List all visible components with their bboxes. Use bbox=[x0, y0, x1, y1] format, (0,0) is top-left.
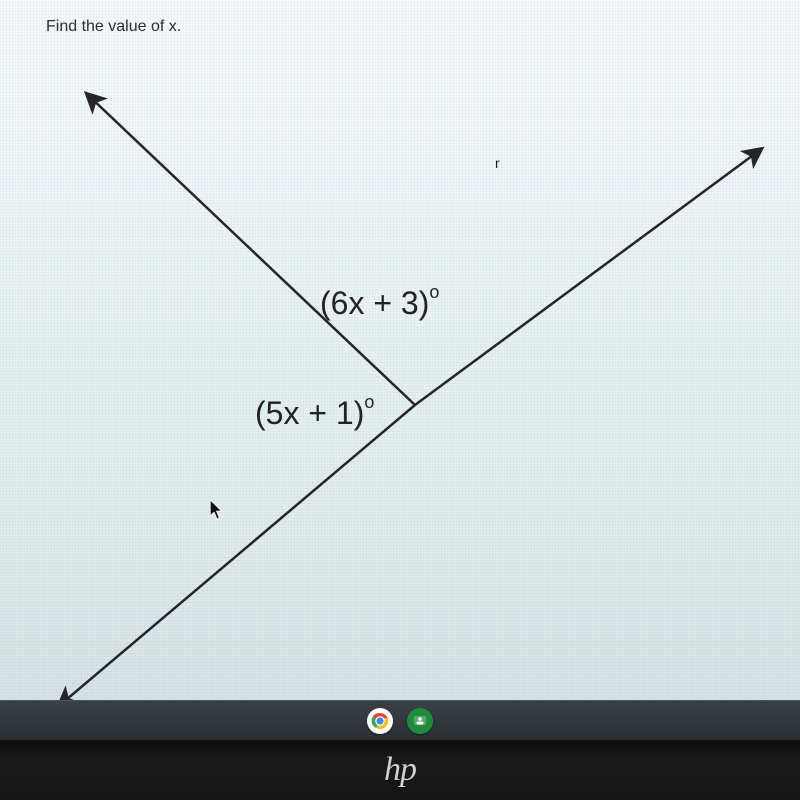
classroom-icon[interactable] bbox=[407, 708, 433, 734]
degree-symbol: o bbox=[364, 392, 374, 412]
angle-label-2: (5x + 1)o bbox=[255, 395, 374, 432]
laptop-bezel: hp bbox=[0, 740, 800, 800]
angle-label-1: (6x + 3)o bbox=[320, 285, 439, 322]
mouse-cursor bbox=[210, 500, 224, 520]
taskbar[interactable] bbox=[0, 700, 800, 740]
ray-upper-left bbox=[88, 95, 415, 405]
chrome-icon[interactable] bbox=[367, 708, 393, 734]
degree-symbol: o bbox=[429, 282, 439, 302]
screen-area: Find the value of x. (6x + 3)o(5x + 1)o … bbox=[0, 0, 800, 720]
angle-diagram bbox=[0, 0, 800, 720]
ray-lower-left bbox=[60, 405, 415, 705]
angle-expression: (6x + 3) bbox=[320, 285, 429, 321]
ray-upper-right bbox=[415, 150, 760, 405]
hp-logo: hp bbox=[384, 751, 416, 789]
stray-mark: r bbox=[495, 155, 500, 171]
angle-expression: (5x + 1) bbox=[255, 395, 364, 431]
